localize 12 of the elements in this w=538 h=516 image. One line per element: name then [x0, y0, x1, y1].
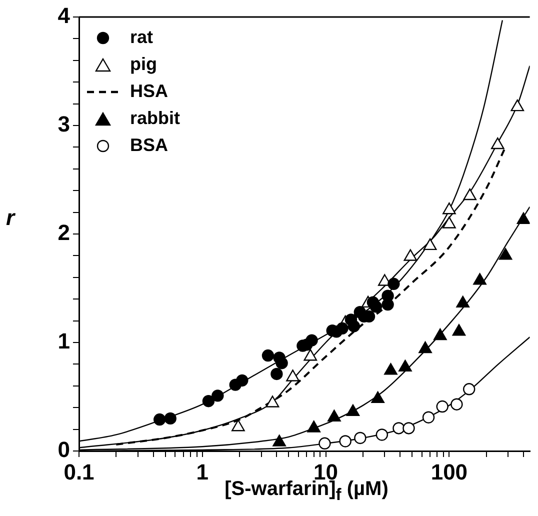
legend-label: HSA	[130, 81, 168, 102]
legend-label: rabbit	[130, 108, 180, 129]
legend-label: rat	[130, 27, 154, 48]
x-tick-label: 1	[196, 459, 209, 484]
y-axis-title: r	[6, 205, 15, 231]
x-tick-label: 100	[430, 459, 468, 484]
y-tick-label: 3	[58, 112, 70, 137]
y-tick-label: 1	[58, 328, 70, 354]
legend-label: pig	[130, 54, 157, 75]
y-tick-label: 2	[58, 220, 70, 246]
legend-label: BSA	[130, 135, 168, 156]
y-tick-label: 4	[58, 3, 71, 28]
